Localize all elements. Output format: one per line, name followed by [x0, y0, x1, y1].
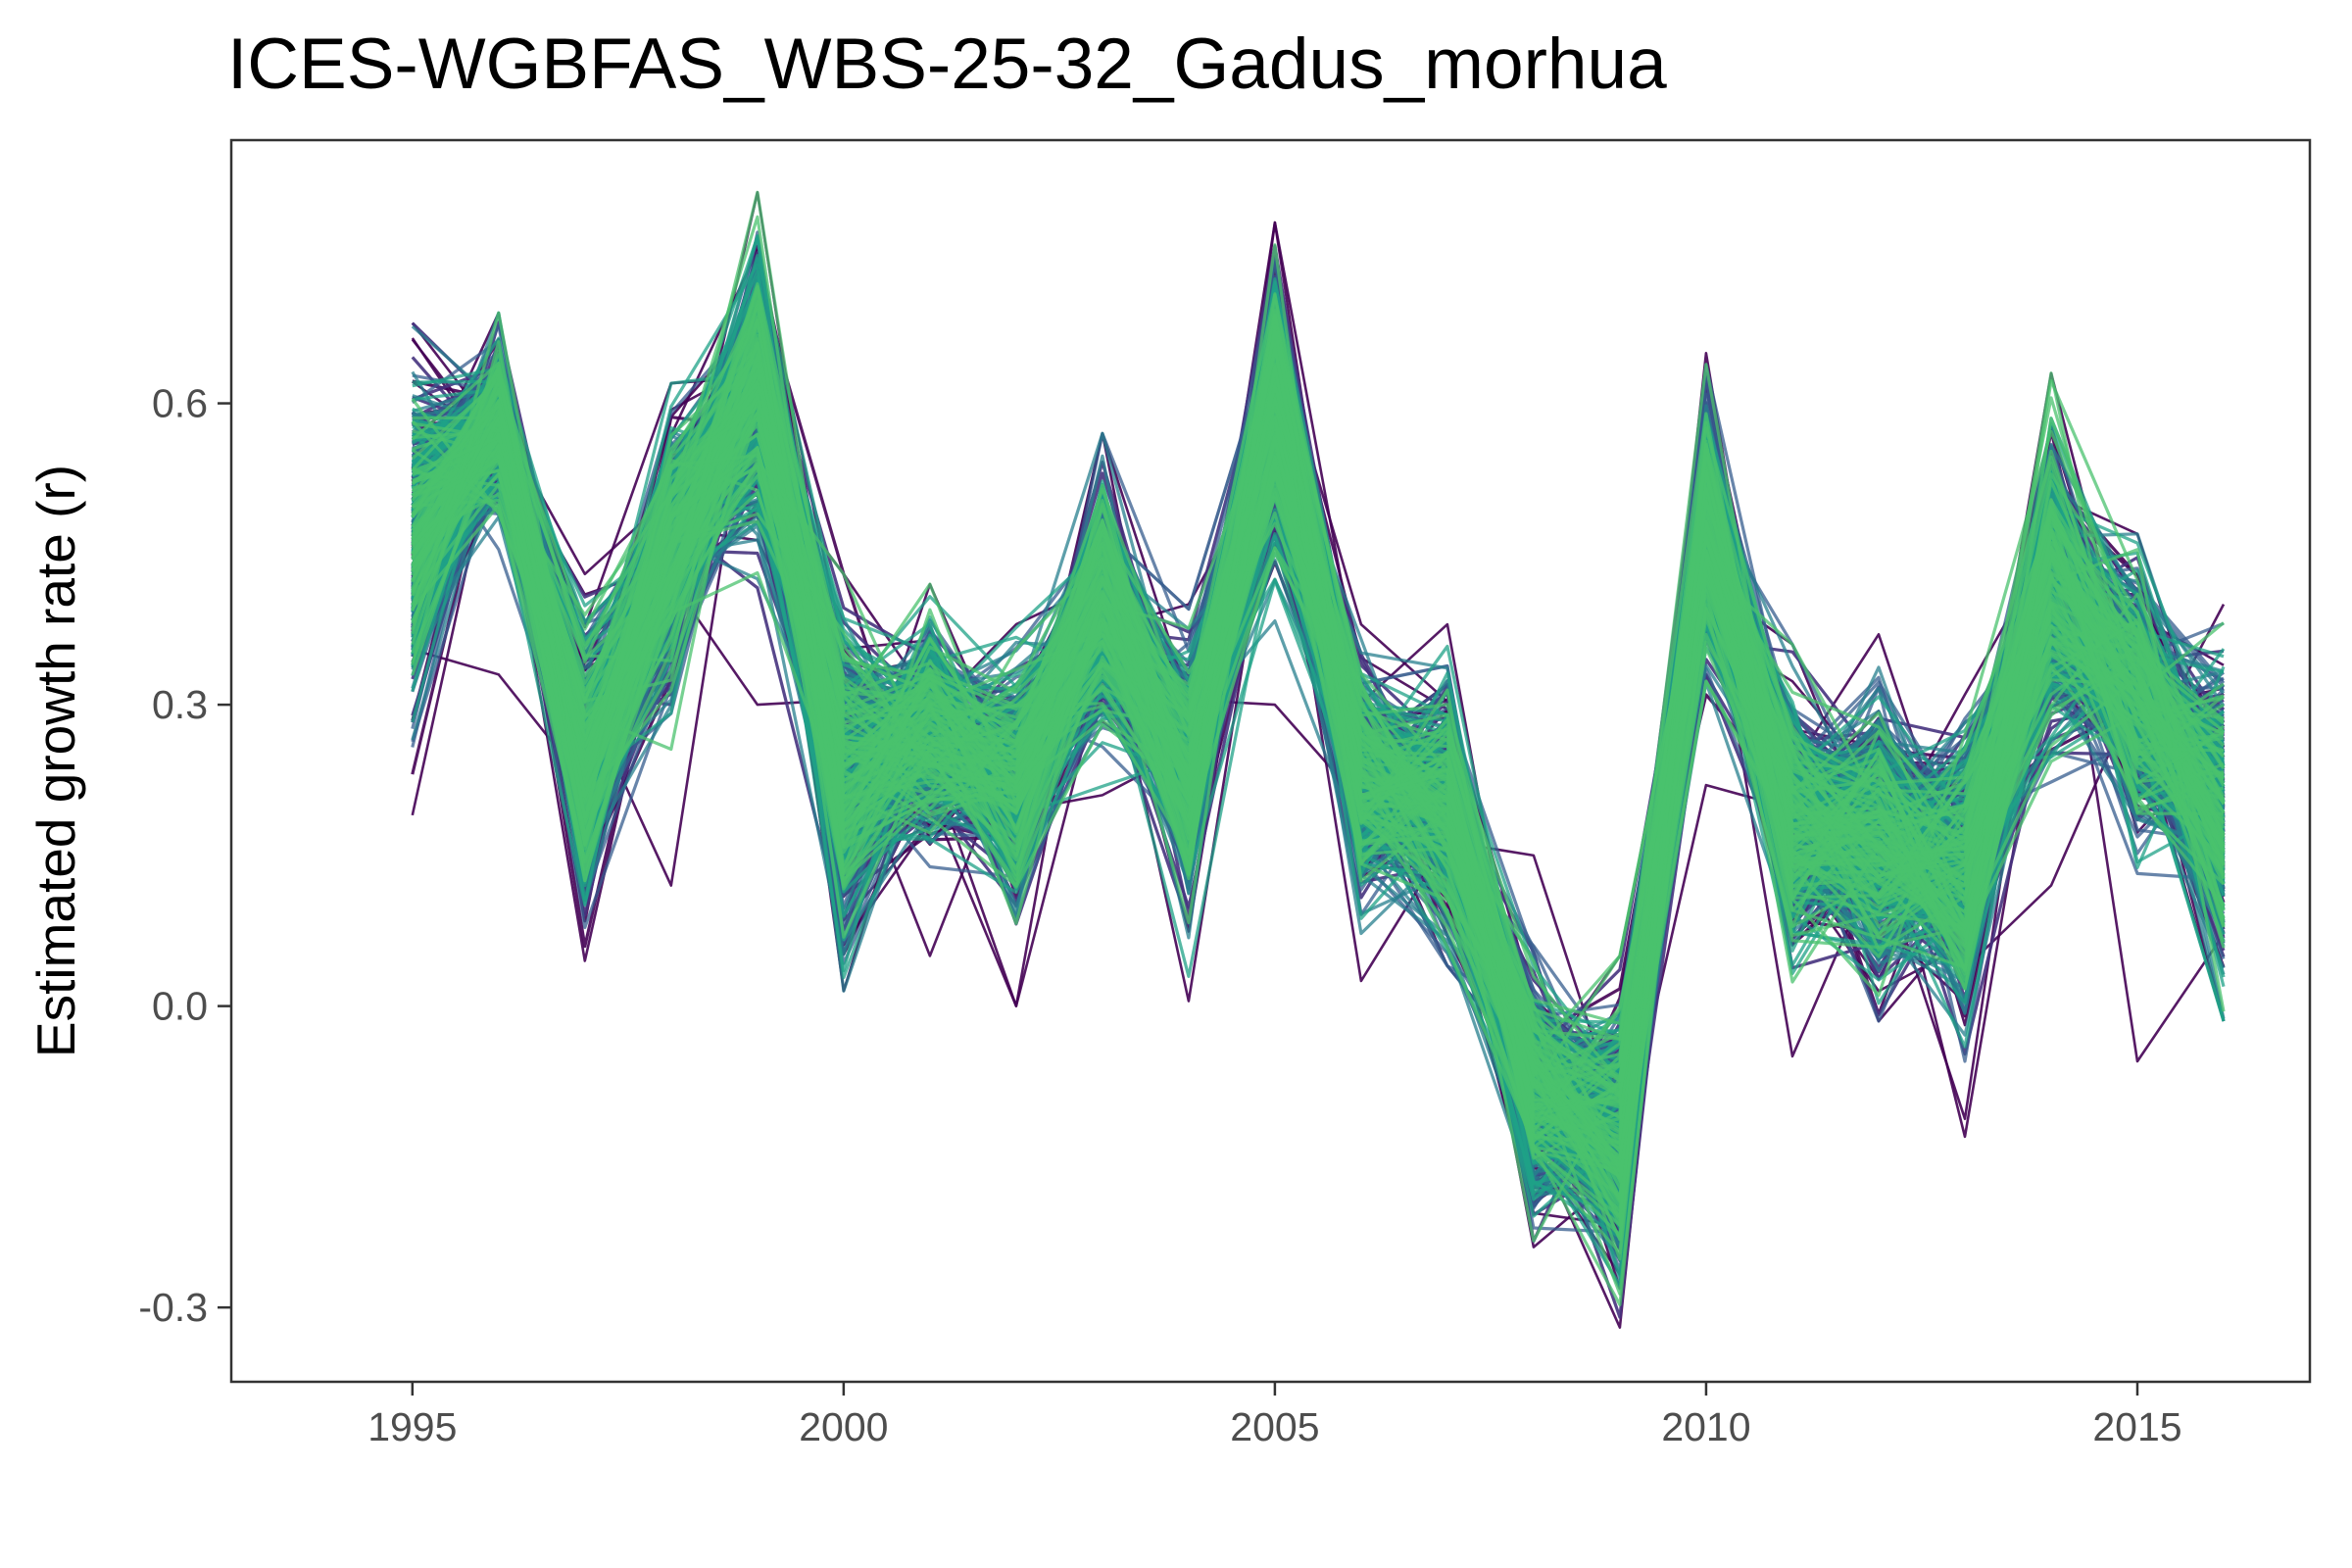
- panel-border: [229, 138, 2312, 1384]
- series-line: [412, 274, 2225, 1175]
- y-tick-label: 0.3: [152, 682, 208, 727]
- series-line: [411, 406, 2226, 1158]
- series-line: [411, 279, 2226, 1166]
- x-tick-label: 1995: [368, 1404, 457, 1449]
- x-tick-label: 2005: [1230, 1404, 1319, 1449]
- series-line: [411, 324, 2226, 1241]
- x-axis: 1995 2000 2005 2010 2015: [368, 1382, 2182, 1449]
- y-axis: -0.3 0.0 0.3 0.6: [138, 381, 231, 1330]
- y-tick-label: 0.6: [152, 381, 208, 426]
- chart-title: ICES-WGBFAS_WBS-25-32_Gadus_morhua: [227, 24, 1667, 104]
- series-line: [411, 373, 2226, 1098]
- series-line: [411, 399, 2225, 1083]
- series-line: [411, 299, 2226, 1155]
- y-tick-label: 0.0: [152, 984, 208, 1029]
- x-tick-label: 2015: [2092, 1404, 2181, 1449]
- y-axis-title: Estimated growth rate (r): [25, 465, 86, 1057]
- series-line: [411, 416, 2225, 1219]
- x-tick-label: 2010: [1661, 1404, 1750, 1449]
- x-tick-label: 2000: [799, 1404, 888, 1449]
- series-layer: [411, 190, 2226, 1329]
- y-tick-label: -0.3: [138, 1285, 208, 1330]
- series-line: [411, 282, 2226, 1168]
